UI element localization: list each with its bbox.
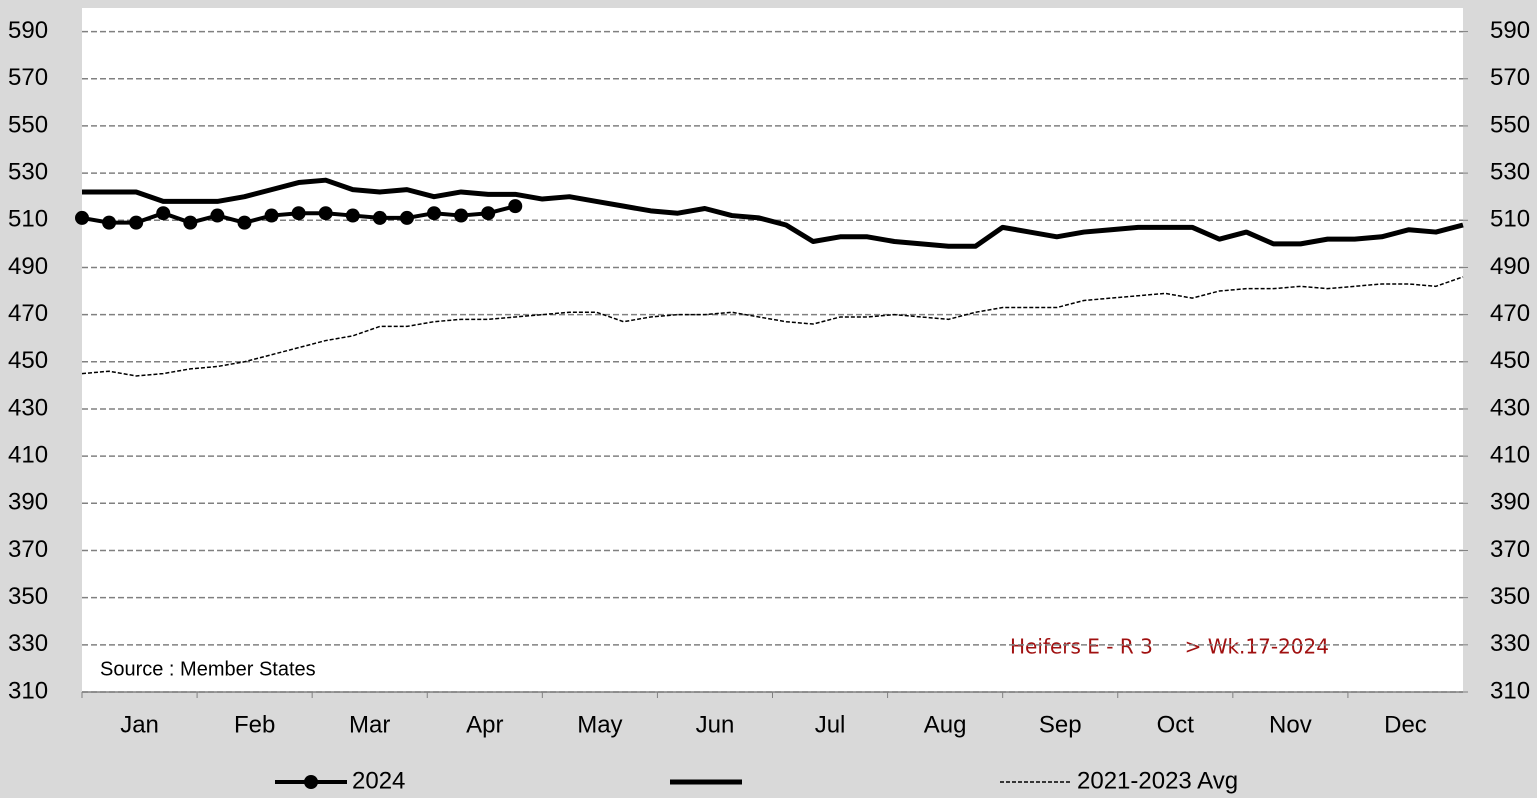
x-tick-label: Sep [1039,711,1082,738]
point [318,206,333,221]
point [372,210,387,225]
point [427,206,442,221]
y2-tick-label: 410 [1490,441,1530,468]
point [481,206,496,221]
y-tick-label: 310 [8,677,48,704]
y-tick-label: 470 [8,300,48,327]
y-tick-label: 430 [8,394,48,421]
y-tick-label: 530 [8,158,48,185]
y-tick-label: 410 [8,441,48,468]
y2-tick-label: 430 [1490,394,1530,421]
y2-tick-label: 450 [1490,347,1530,374]
y2-tick-label: 350 [1490,583,1530,610]
x-tick-label: Jan [120,711,159,738]
y-tick-label: 330 [8,630,48,657]
y2-tick-label: 390 [1490,489,1530,516]
y-tick-label: 450 [8,347,48,374]
y2-tick-label: 510 [1490,206,1530,233]
y-tick-label: 590 [8,17,48,44]
point [102,215,117,230]
y2-tick-label: 490 [1490,253,1530,280]
y-tick-label: 550 [8,111,48,138]
legend-label: 2024 [352,767,405,794]
legend-marker [304,775,318,789]
series-line [82,177,1464,249]
point [183,215,198,230]
annotation: Heifers E - R 3 > Wk.17-2024 [1010,635,1329,659]
y2-tick-label: 590 [1490,17,1530,44]
y-tick-label: 390 [8,489,48,516]
x-tick-label: Nov [1269,711,1312,738]
y-tick-label: 490 [8,253,48,280]
y-tick-label: 570 [8,64,48,91]
source-note: Source : Member States [100,658,316,680]
x-tick-label: Apr [466,711,503,738]
point [291,206,306,221]
x-tick-label: Jul [815,711,846,738]
point [75,210,89,225]
y2-tick-label: 550 [1490,111,1530,138]
point [129,215,144,230]
series-line [81,276,1464,377]
x-tick-label: Feb [234,711,275,738]
x-tick-label: May [577,711,622,738]
y2-tick-label: 570 [1490,64,1530,91]
y2-tick-label: 310 [1490,677,1530,704]
point [399,210,414,225]
point [264,208,279,223]
y-tick-label: 370 [8,536,48,563]
point [210,208,225,223]
y2-tick-label: 530 [1490,158,1530,185]
x-tick-label: Oct [1157,711,1195,738]
x-tick-label: Mar [349,711,390,738]
y2-tick-label: 470 [1490,300,1530,327]
point [345,208,360,223]
y2-tick-label: 370 [1490,536,1530,563]
point [156,206,171,221]
y2-tick-label: 330 [1490,630,1530,657]
point [237,215,252,230]
plot-area [82,8,1463,692]
x-tick-label: Jun [696,711,735,738]
y-tick-label: 510 [8,206,48,233]
legend-label: 2021-2023 Avg [1077,767,1238,794]
point [508,199,523,214]
x-tick-label: Dec [1384,711,1427,738]
point [454,208,469,223]
x-tick-label: Aug [924,711,967,738]
y-tick-label: 350 [8,583,48,610]
